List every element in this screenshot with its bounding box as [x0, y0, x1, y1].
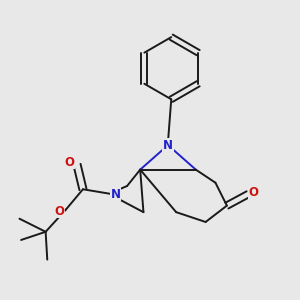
Text: N: N	[163, 139, 173, 152]
Text: O: O	[248, 186, 258, 200]
Text: N: N	[111, 188, 121, 201]
Text: O: O	[65, 156, 75, 169]
Text: O: O	[54, 205, 64, 218]
